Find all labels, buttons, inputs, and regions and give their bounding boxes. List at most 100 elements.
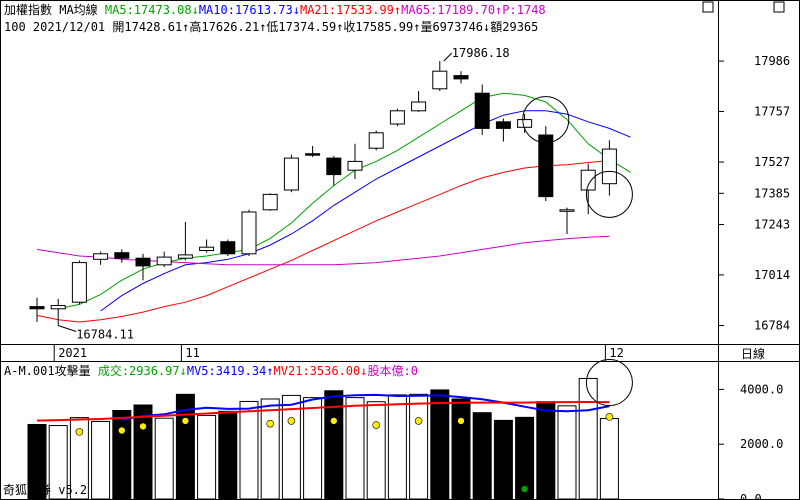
- candle-3: [93, 251, 109, 265]
- candle-11: [262, 193, 278, 211]
- signal-dot-10: [520, 485, 529, 493]
- moving-average-lines: [36, 92, 631, 323]
- candle-body-11: [262, 193, 278, 211]
- volume-bar-7: [175, 393, 195, 500]
- candle-4: [114, 249, 130, 263]
- signal-dot-1: [118, 426, 126, 435]
- signal-dot-6: [329, 417, 338, 425]
- candle-1: [50, 298, 66, 326]
- price-tick-label-3: 17385: [754, 186, 790, 200]
- candle-body-14: [326, 157, 342, 176]
- candle-body-23: [517, 119, 533, 128]
- candle-body-27: [601, 148, 617, 185]
- volume-bar-2: [69, 417, 89, 500]
- volume-tick-label-1: 2000.0: [740, 437, 783, 451]
- window-corner-right-icon[interactable]: [773, 1, 785, 13]
- price-tick-label-6: 16784: [754, 319, 790, 333]
- candle-body-13: [305, 153, 321, 156]
- candle-17: [389, 108, 405, 127]
- volume-bar-24: [536, 401, 556, 500]
- volume-bar-1: [48, 425, 68, 500]
- candle-14: [326, 155, 342, 186]
- candle-6: [156, 251, 172, 267]
- volume-bar-20: [451, 398, 471, 500]
- candle-body-9: [220, 241, 236, 255]
- candle-19: [432, 61, 448, 91]
- volume-bar-0: [27, 423, 47, 500]
- ma65-line: [36, 235, 610, 266]
- mv21-line: [36, 400, 610, 422]
- candle-16: [368, 130, 384, 151]
- price-tick-label-0: 17986: [754, 54, 790, 68]
- price-tick-label-1: 17757: [754, 104, 790, 118]
- window-corner-left-icon[interactable]: [702, 1, 714, 13]
- indicator-header-item-5: P:1748: [502, 3, 545, 17]
- date-axis: 2021 11 12: [53, 344, 624, 361]
- date-tick-label-2: 12: [609, 346, 623, 360]
- volume-tick-label-0: 0.0: [740, 492, 762, 500]
- volume-bar-21: [472, 412, 492, 500]
- volume-bar-16: [366, 401, 386, 500]
- volume-bar-5: [133, 404, 153, 500]
- candlesticks: [29, 61, 617, 326]
- signal-dot-2: [139, 422, 147, 431]
- volume-axis: 0.0 2000.0 4000.0: [718, 382, 783, 500]
- candle-body-25: [559, 209, 575, 212]
- highlight-circles: [522, 96, 633, 407]
- highlight-circle-2: [585, 359, 633, 407]
- candle-5: [135, 253, 151, 281]
- candle-9: [220, 239, 236, 256]
- volume-bar-13: [303, 397, 323, 500]
- indicator-header: 加權指數 MA均線 MA5:17473.08↓MA10:17613.73↓MA2…: [4, 2, 546, 17]
- period-label[interactable]: 日線: [741, 346, 765, 361]
- volume-bar-15: [345, 397, 365, 500]
- signal-dots: [75, 412, 614, 493]
- candle-body-21: [474, 92, 490, 129]
- max-price-pointer: [443, 52, 453, 62]
- candle-body-5: [135, 257, 151, 267]
- volume-bar-18: [409, 393, 429, 500]
- volume-bar-25: [557, 405, 577, 500]
- volume-header-item-0: A-M.001攻擊量: [4, 363, 98, 378]
- candle-26: [580, 163, 596, 215]
- candle-8: [199, 239, 215, 253]
- ma21-line: [36, 160, 610, 323]
- signal-dot-4: [266, 419, 275, 428]
- volume-bar-27: [599, 418, 619, 500]
- volume-bar-6: [154, 417, 174, 500]
- candle-22: [495, 118, 511, 142]
- candle-2: [71, 260, 87, 305]
- signal-dot-0: [75, 428, 84, 436]
- volume-bar-3: [91, 420, 111, 500]
- candle-18: [411, 91, 427, 112]
- candle-body-15: [347, 160, 363, 171]
- date-tick-label-0: 2021: [58, 346, 87, 360]
- candle-body-1: [50, 305, 66, 310]
- volume-indicator-header: A-M.001攻擊量 成交:2936.97↓MV5:3419.34↑MV21:3…: [4, 363, 418, 378]
- candle-24: [538, 126, 554, 201]
- candle-21: [474, 84, 490, 135]
- candle-27: [601, 140, 617, 196]
- indicator-header-item-0: 加權指數 MA均線: [4, 2, 105, 17]
- volume-bar-12: [281, 394, 301, 500]
- candle-body-3: [93, 253, 109, 260]
- min-price-pointer: [58, 325, 77, 332]
- indicator-header-item-2: MA10:17613.73↓: [199, 3, 300, 17]
- volume-bar-8: [197, 414, 217, 500]
- volume-bar-23: [515, 416, 535, 500]
- candle-body-22: [495, 121, 511, 129]
- volume-bar-22: [493, 419, 513, 500]
- price-annotations: 17986.18 16784.11: [58, 46, 510, 341]
- candle-body-2: [71, 262, 87, 303]
- signal-dot-7: [372, 421, 381, 429]
- volume-bars: [27, 377, 619, 500]
- candle-body-10: [241, 211, 257, 255]
- candle-20: [453, 71, 469, 84]
- highlight-circle-1: [585, 170, 633, 218]
- quote-info-row: 100 2021/12/01 開17428.61↑高17626.21↑低1737…: [4, 19, 538, 34]
- volume-bar-4: [112, 409, 132, 500]
- signal-dot-11: [605, 412, 614, 421]
- candle-body-16: [368, 132, 384, 149]
- highlight-circle-0: [522, 96, 570, 144]
